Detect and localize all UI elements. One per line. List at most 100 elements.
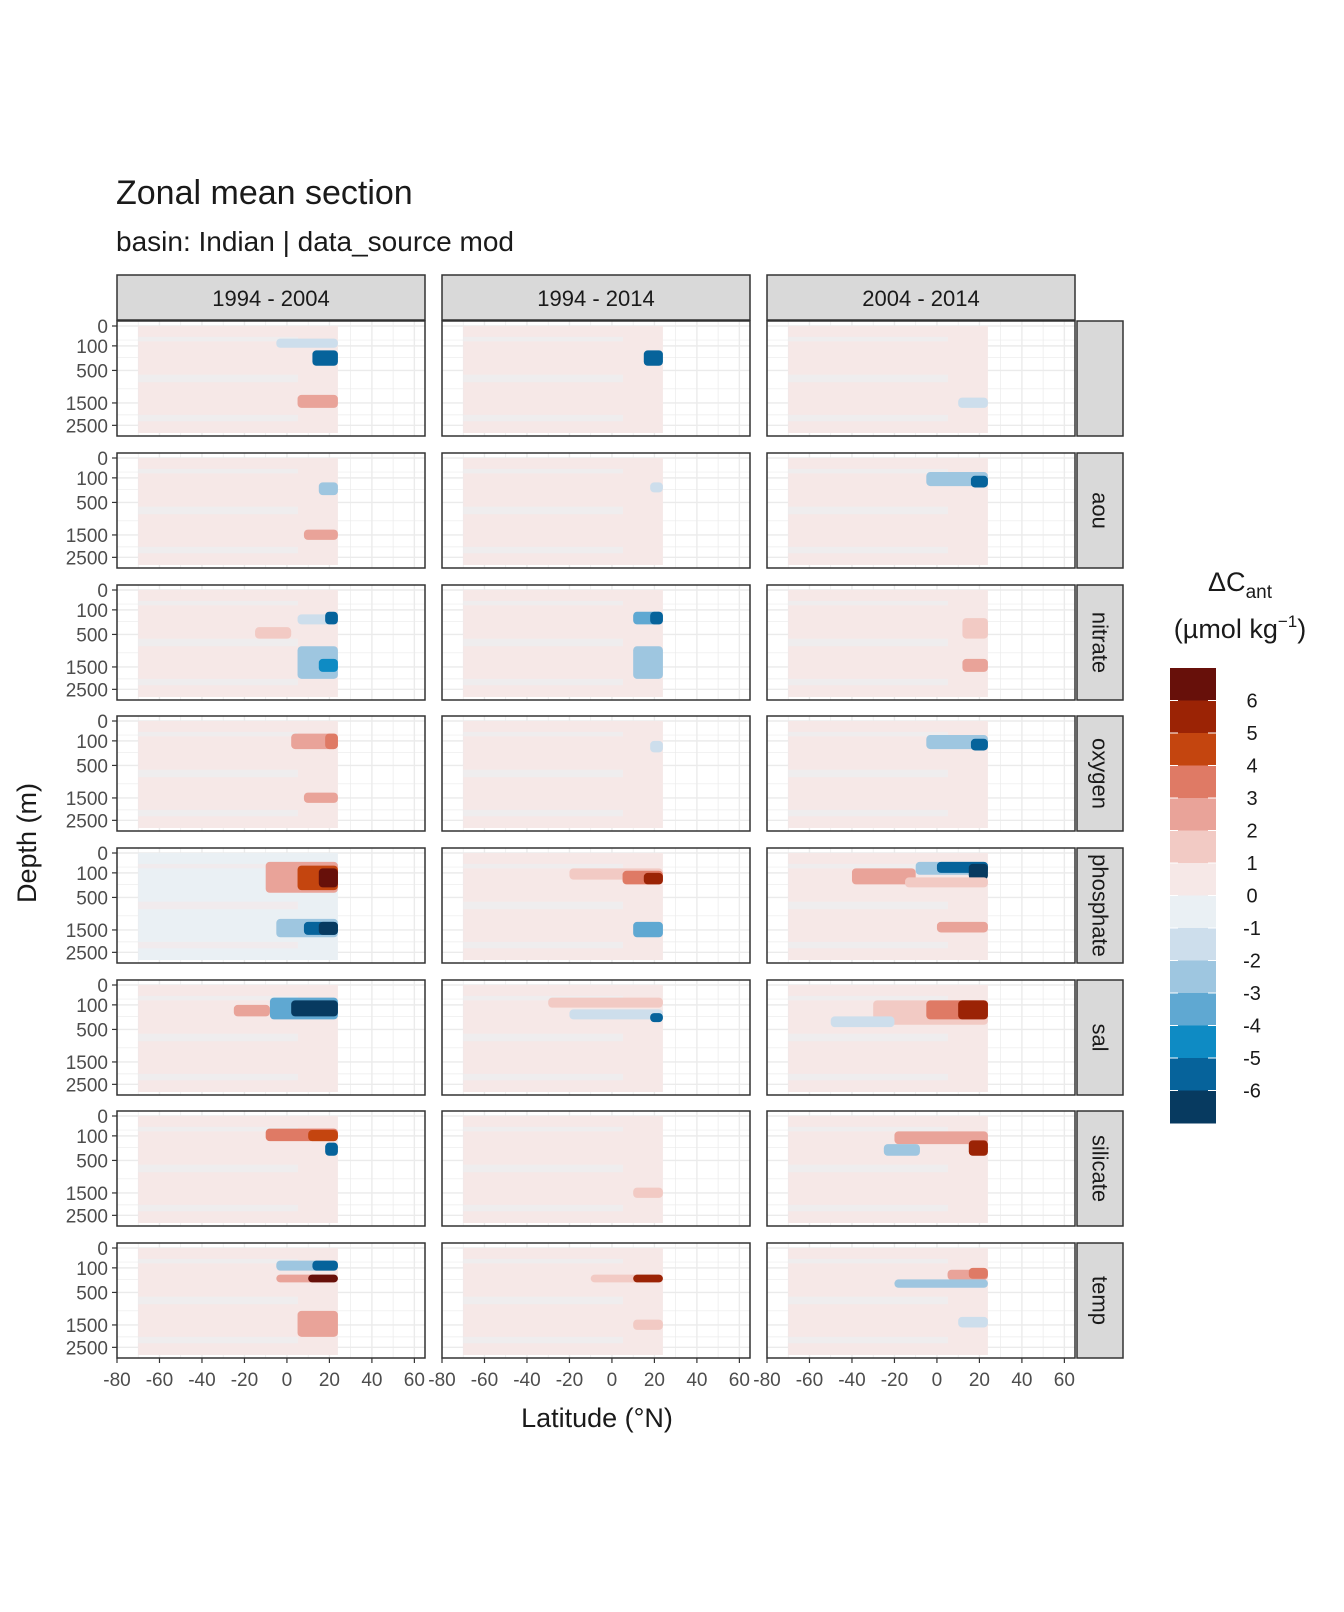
x-tick-label: 60 xyxy=(1054,1370,1075,1391)
y-tick-label: 1500 xyxy=(66,1316,108,1337)
data-feature xyxy=(255,627,292,639)
data-band xyxy=(788,1204,948,1212)
data-band xyxy=(788,468,948,474)
legend-label: 5 xyxy=(1246,723,1257,745)
panel-border xyxy=(441,584,751,701)
y-tick-label: 1500 xyxy=(66,658,108,679)
data-band xyxy=(788,506,948,515)
panel-border xyxy=(116,847,426,964)
legend-title: ΔCant xyxy=(1208,567,1273,603)
legend-swatch xyxy=(1170,993,1216,1026)
data-band xyxy=(788,731,948,737)
data-feature xyxy=(958,1000,988,1020)
y-tick-label: 0 xyxy=(97,976,108,997)
legend-label: -5 xyxy=(1243,1048,1261,1070)
data-band xyxy=(138,901,298,910)
data-feature xyxy=(312,350,338,366)
legend-label: 0 xyxy=(1246,886,1257,908)
facet-panel xyxy=(116,320,426,437)
legend-swatch xyxy=(1170,733,1216,766)
data-feature xyxy=(633,1274,663,1283)
panel-border xyxy=(116,979,426,1096)
row-strip xyxy=(1076,320,1124,437)
chart-title: Zonal mean section xyxy=(116,174,413,212)
data-feature xyxy=(958,1316,988,1328)
data-feature xyxy=(968,1140,988,1156)
data-feature xyxy=(569,1009,663,1020)
x-tick-label: -20 xyxy=(231,1370,258,1391)
x-tick-label: -20 xyxy=(881,1370,908,1391)
data-feature xyxy=(962,618,988,639)
panel-border xyxy=(116,584,426,701)
data-feature xyxy=(851,868,916,885)
data-feature xyxy=(318,482,338,496)
legend-swatch xyxy=(1170,765,1216,799)
data-band xyxy=(138,1073,298,1081)
x-tick-label: -60 xyxy=(146,1370,173,1391)
panel-border xyxy=(116,715,426,832)
data-band xyxy=(138,600,298,606)
facet-panel xyxy=(441,452,751,569)
legend-label: -2 xyxy=(1243,951,1261,973)
row-strip xyxy=(1076,452,1124,569)
data-feature xyxy=(318,658,338,672)
legend-swatch xyxy=(1170,798,1216,831)
x-tick-label: 20 xyxy=(969,1370,990,1391)
y-tick-label: 2500 xyxy=(66,680,108,701)
facet-panel xyxy=(766,1242,1076,1359)
y-tick-label: 0 xyxy=(97,449,108,470)
facet-panel xyxy=(766,584,1076,701)
column-strip xyxy=(116,274,426,321)
data-band xyxy=(138,638,298,647)
data-feature xyxy=(905,877,988,888)
y-axis-title: Depth (m) xyxy=(12,783,42,903)
data-band xyxy=(463,1258,623,1264)
data-feature xyxy=(970,738,988,751)
data-band xyxy=(138,1126,298,1132)
x-tick-label: -80 xyxy=(428,1370,455,1391)
data-band xyxy=(463,1126,623,1132)
y-tick-label: 500 xyxy=(76,361,108,382)
data-band xyxy=(138,678,298,686)
panel-border xyxy=(441,1110,751,1227)
data-band xyxy=(463,506,623,515)
data-feature xyxy=(633,1187,663,1198)
y-tick-label: 1500 xyxy=(66,1053,108,1074)
data-band xyxy=(138,1033,298,1042)
data-band xyxy=(138,941,298,949)
data-band xyxy=(788,769,948,778)
y-tick-label: 500 xyxy=(76,1151,108,1172)
panel-border xyxy=(441,452,751,569)
x-tick-label: 20 xyxy=(319,1370,340,1391)
legend-swatch xyxy=(1170,1025,1216,1059)
column-label: 2004 - 2014 xyxy=(862,286,979,311)
facet-panel xyxy=(766,715,1076,832)
legend-unit-suffix: ) xyxy=(1297,614,1306,644)
data-feature xyxy=(291,1000,338,1017)
data-band xyxy=(463,1296,623,1305)
y-tick-label: 0 xyxy=(97,1107,108,1128)
facet-panel xyxy=(116,715,426,832)
data-band xyxy=(463,336,623,342)
legend-label: -1 xyxy=(1243,918,1261,940)
legend-swatch xyxy=(1170,668,1216,701)
data-band xyxy=(138,546,298,554)
legend-label: 4 xyxy=(1246,756,1257,778)
legend-label: -3 xyxy=(1243,983,1261,1005)
legend-label: -4 xyxy=(1243,1016,1261,1038)
panel-border xyxy=(116,1242,426,1359)
x-tick-label: -20 xyxy=(556,1370,583,1391)
data-band xyxy=(138,414,298,422)
data-band xyxy=(788,995,948,1001)
data-feature xyxy=(643,350,663,366)
y-tick-label: 100 xyxy=(76,469,108,490)
facet-panel xyxy=(766,320,1076,437)
data-feature xyxy=(318,868,338,888)
x-tick-label: -40 xyxy=(838,1370,865,1391)
data-band xyxy=(463,1336,623,1344)
data-band xyxy=(138,1164,298,1173)
facet-panel xyxy=(766,452,1076,569)
y-tick-label: 2500 xyxy=(66,1338,108,1359)
x-tick-label: 60 xyxy=(729,1370,750,1391)
legend-swatch xyxy=(1170,895,1216,929)
